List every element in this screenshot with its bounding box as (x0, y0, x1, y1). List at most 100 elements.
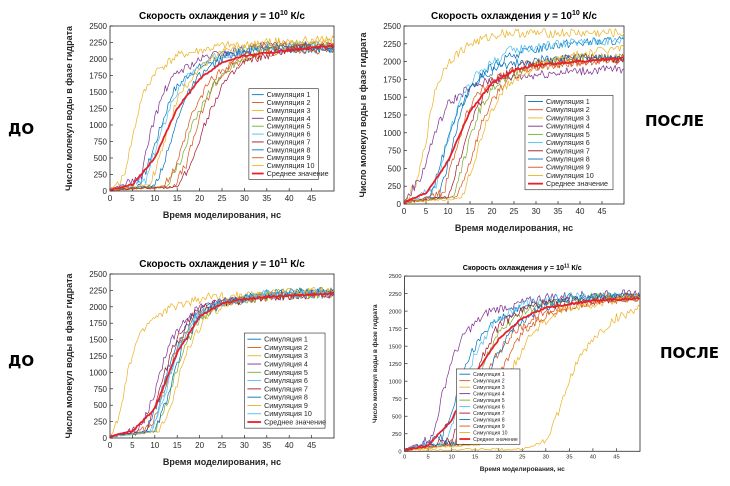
legend-entry: Симуляция 1 (546, 97, 590, 106)
legend-entry: Симуляция 1 (473, 372, 505, 378)
y-tick-label: 1250 (89, 352, 107, 361)
y-tick-label: 2000 (389, 309, 402, 315)
legend-entry: Симуляция 4 (546, 122, 590, 131)
legend-entry: Симуляция 9 (546, 163, 590, 172)
chart-bottom-right: Скорость охлаждения γ = 1011 К/с02505007… (372, 263, 641, 473)
label-before-bottom: ДО (8, 352, 35, 370)
label-before-top: ДО (8, 120, 35, 138)
legend-entry: Симуляция 7 (473, 411, 505, 417)
x-tick-label: 30 (532, 207, 541, 216)
y-axis-label: Число молекул воды в фазе гидрата (64, 273, 74, 439)
x-tick-label: 20 (488, 207, 497, 216)
legend-entry: Симуляция 2 (264, 343, 308, 352)
legend-entry: Среднее значение (264, 418, 326, 427)
legend-entry: Среднее значение (267, 169, 329, 178)
y-tick-label: 750 (94, 138, 108, 147)
legend-entry: Симуляция 8 (546, 155, 590, 164)
series-line-6 (404, 292, 641, 451)
x-tick-label: 35 (566, 454, 572, 460)
x-tick-label: 0 (402, 207, 407, 216)
legend-entry: Симуляция 10 (267, 161, 315, 170)
y-tick-label: 1250 (383, 111, 401, 120)
x-tick-label: 5 (130, 194, 135, 203)
legend-entry: Симуляция 6 (473, 404, 505, 410)
series-line-9 (110, 41, 334, 191)
y-tick-label: 0 (398, 449, 401, 455)
y-tick-label: 0 (103, 434, 108, 443)
legend-entry: Симуляция 4 (267, 114, 311, 123)
legend-entry: Симуляция 5 (473, 398, 505, 404)
legend-entry: Симуляция 5 (546, 130, 590, 139)
series-line-3 (404, 28, 624, 203)
x-tick-label: 15 (173, 441, 182, 450)
y-tick-label: 250 (392, 432, 402, 438)
series-line-7 (404, 293, 641, 451)
legend-entry: Симуляция 5 (267, 122, 311, 131)
x-tick-label: 20 (496, 454, 502, 460)
label-after-bottom: ПОСЛЕ (660, 344, 720, 362)
legend-entry: Среднее значение (546, 179, 608, 188)
series-line-9 (404, 293, 641, 452)
y-tick-label: 500 (392, 414, 402, 420)
legend-entry: Симуляция 7 (267, 137, 311, 146)
x-tick-label: 5 (424, 207, 429, 216)
y-tick-label: 2500 (89, 270, 107, 279)
x-tick-label: 30 (240, 441, 249, 450)
legend-entry: Симуляция 3 (267, 106, 311, 115)
y-tick-label: 750 (94, 385, 108, 394)
y-tick-label: 2250 (383, 40, 401, 49)
y-tick-label: 1500 (89, 336, 107, 345)
x-axis-label: Время моделирования, нс (455, 223, 573, 233)
legend-entry: Симуляция 7 (264, 384, 308, 393)
y-axis-label: Число молекул воды в фазе гидрата (372, 304, 379, 423)
y-tick-label: 250 (94, 171, 108, 180)
y-axis-label: Число молекул воды в фазе гидрата (358, 32, 368, 198)
legend-entry: Симуляция 10 (264, 409, 312, 418)
y-tick-label: 1750 (389, 327, 402, 333)
chart-title: Скорость охлаждения γ = 1010 К/с (431, 10, 597, 22)
legend-entry: Симуляция 9 (267, 153, 311, 162)
series-mean-line (110, 292, 334, 438)
series-line-10 (110, 35, 334, 191)
legend-entry: Симуляция 4 (473, 391, 505, 397)
y-tick-label: 250 (388, 182, 402, 191)
legend-entry: Симуляция 6 (264, 376, 308, 385)
legend-entry: Среднее значение (473, 437, 518, 443)
y-tick-label: 750 (392, 397, 402, 403)
y-tick-label: 1500 (389, 344, 402, 350)
legend-entry: Симуляция 6 (546, 138, 590, 147)
legend-entry: Симуляция 6 (267, 130, 311, 139)
series-mean-line (404, 56, 624, 204)
y-tick-label: 0 (397, 200, 402, 209)
x-axis-label: Время моделирования, нс (163, 457, 281, 467)
y-tick-label: 1500 (89, 88, 107, 97)
series-line-5 (110, 41, 334, 191)
x-tick-label: 5 (130, 441, 135, 450)
y-tick-label: 500 (388, 164, 402, 173)
y-tick-label: 500 (94, 154, 108, 163)
x-tick-label: 30 (240, 194, 249, 203)
legend-entry: Симуляция 9 (473, 424, 505, 430)
legend-entry: Симуляция 8 (264, 393, 308, 402)
x-tick-label: 25 (218, 441, 227, 450)
x-tick-label: 10 (444, 207, 453, 216)
series-line-4 (404, 289, 641, 451)
x-tick-label: 25 (519, 454, 525, 460)
legend-entry: Симуляция 10 (546, 171, 594, 180)
x-tick-label: 15 (173, 194, 182, 203)
series-line-3 (404, 304, 641, 452)
y-tick-label: 2250 (89, 286, 107, 295)
x-tick-label: 10 (150, 441, 159, 450)
y-tick-label: 2500 (89, 22, 107, 31)
y-axis-label: Число молекул воды в фазе гидрата (64, 25, 74, 191)
x-tick-label: 40 (285, 441, 294, 450)
series-mean-line (404, 297, 641, 452)
x-tick-label: 25 (218, 194, 227, 203)
y-tick-label: 2000 (89, 55, 107, 64)
x-tick-label: 0 (108, 194, 113, 203)
y-tick-label: 1750 (89, 319, 107, 328)
legend-entry: Симуляция 2 (546, 105, 590, 114)
y-tick-label: 1500 (383, 93, 401, 102)
series-line-6 (404, 36, 624, 203)
